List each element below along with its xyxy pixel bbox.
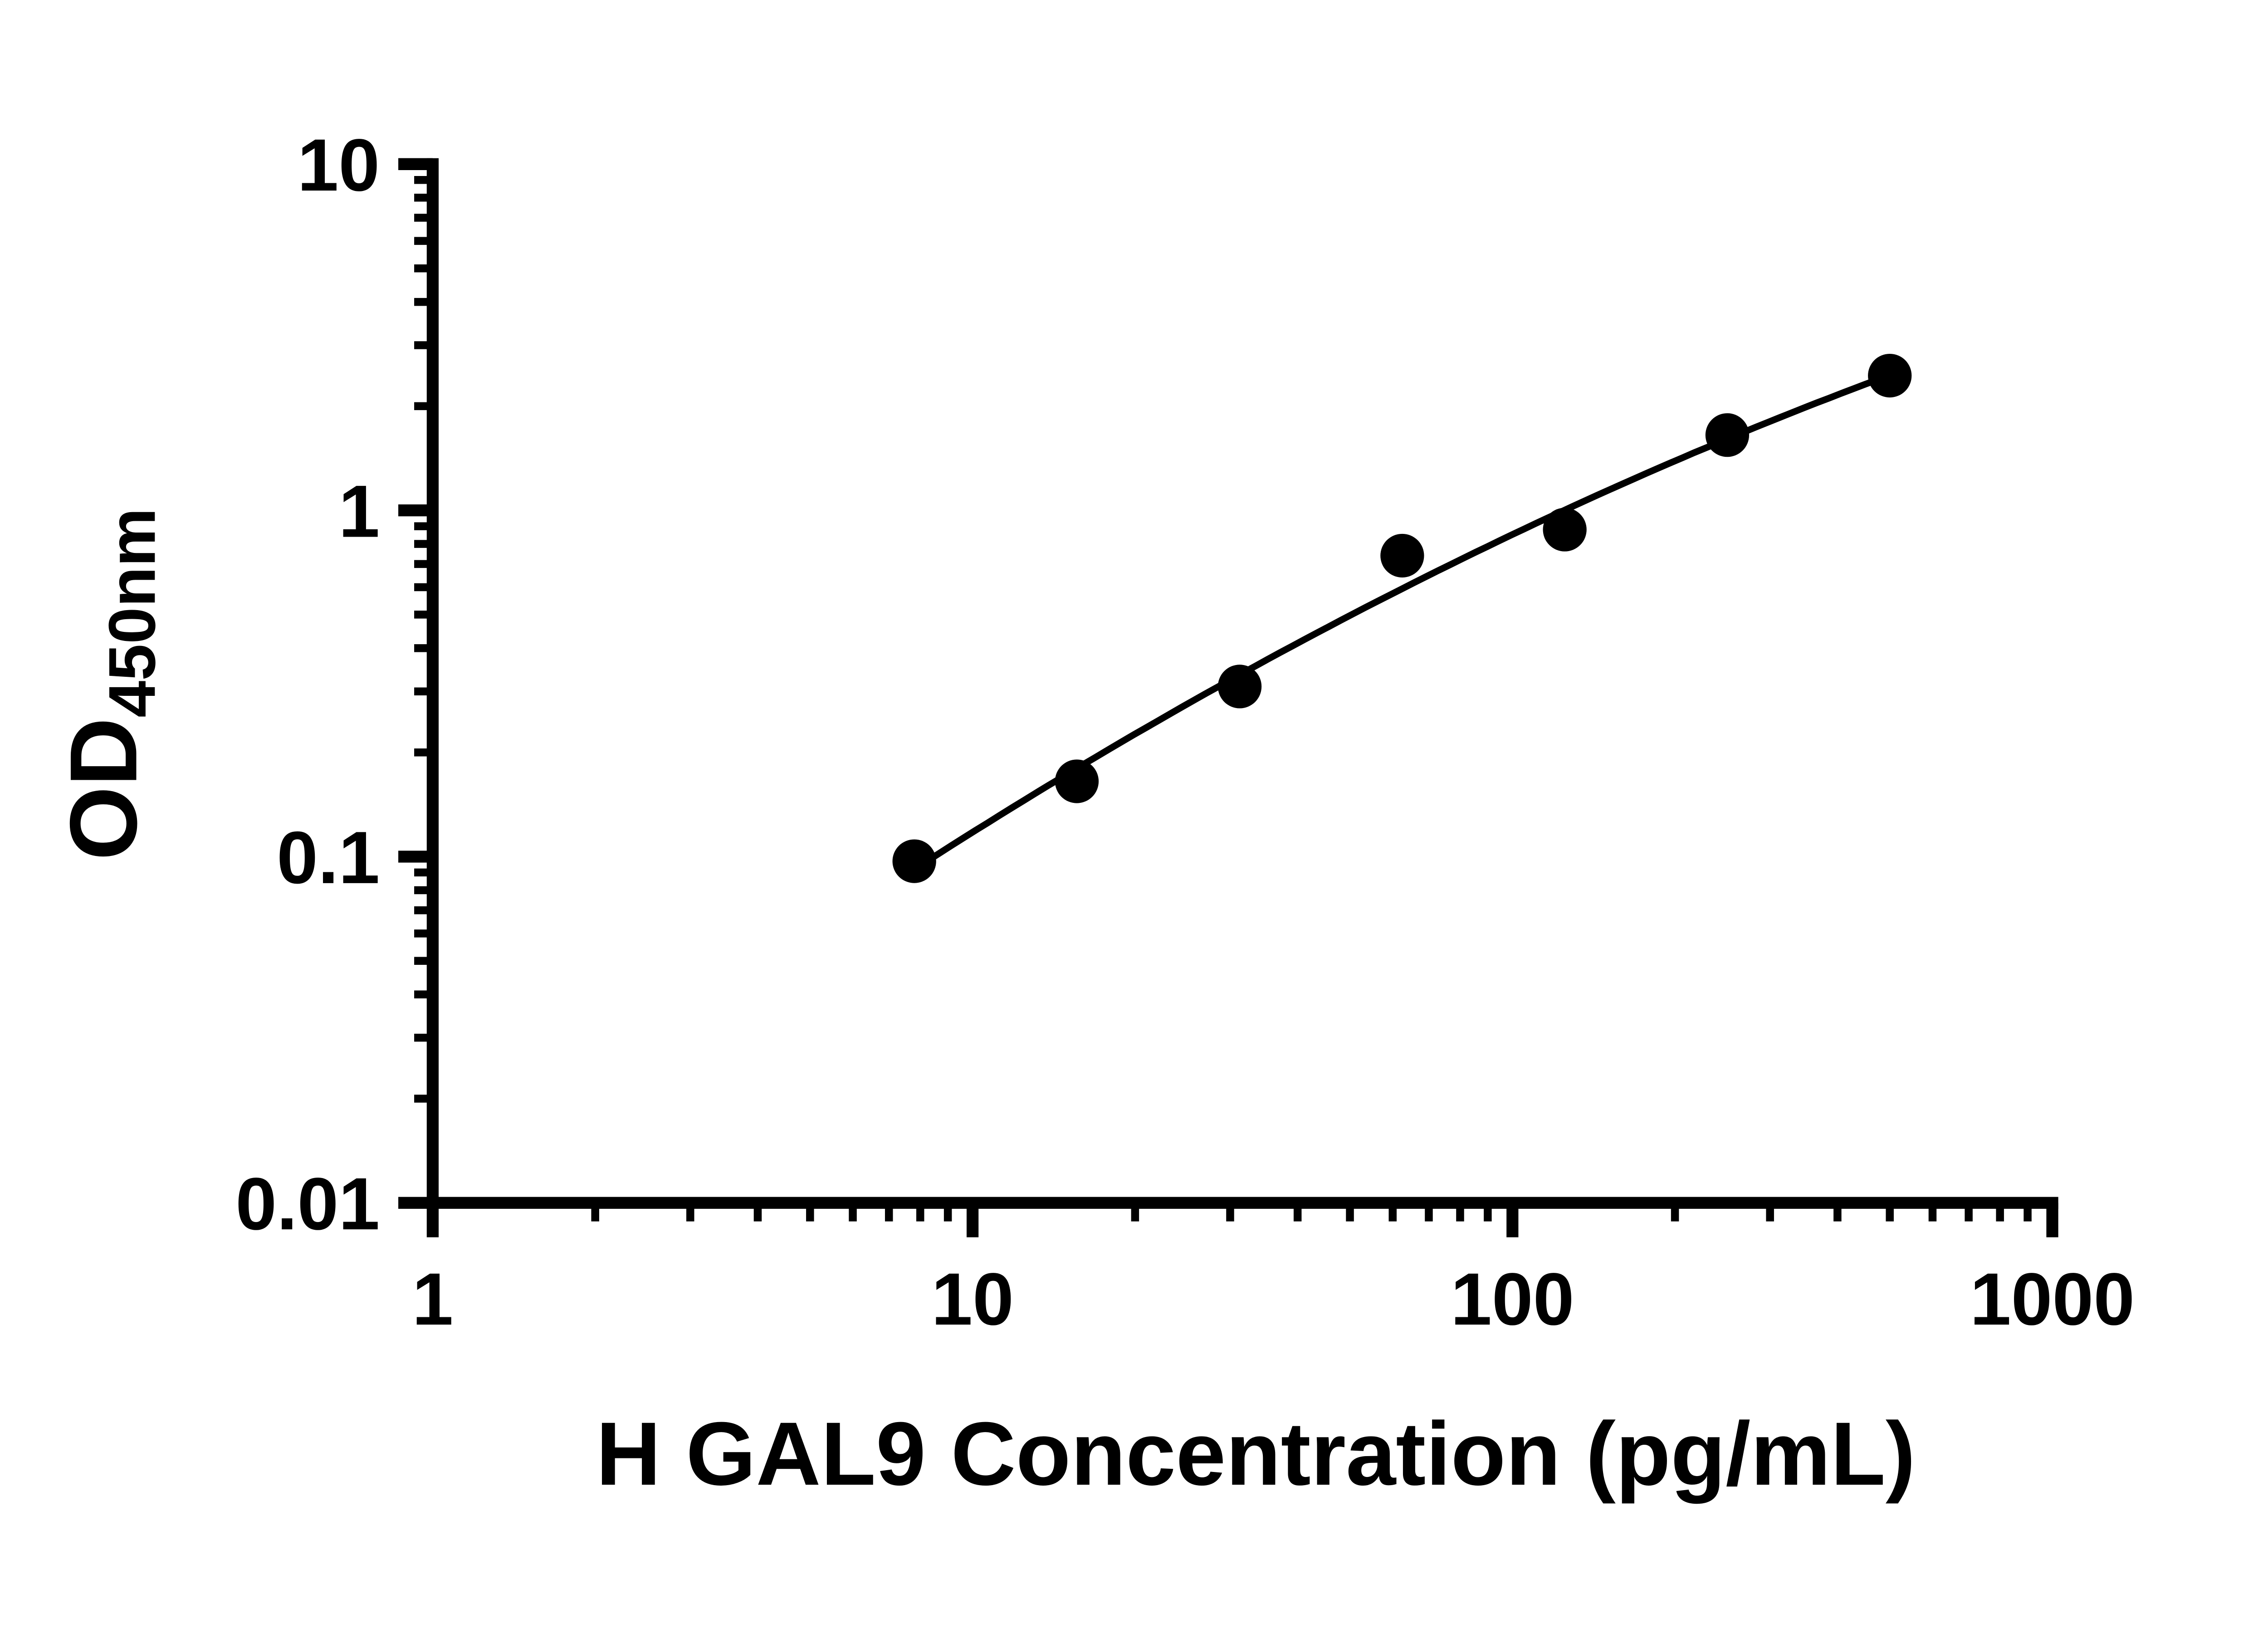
y-tick-label: 10 [298, 123, 380, 206]
x-tick-label: 10 [931, 1257, 1014, 1340]
data-point [1055, 759, 1099, 803]
y-axis-title: OD450nm [50, 508, 169, 861]
x-tick-label: 1000 [1970, 1257, 2135, 1340]
plot-area: 0.01 0.1 1 10 1 10 100 1000 [235, 123, 2135, 1340]
data-point [1868, 353, 1912, 398]
x-axis-title: H GAL9 Concentration (pg/mL) [596, 1403, 1916, 1504]
y-tick-label: 0.01 [235, 1162, 380, 1245]
y-axis-title-subscript: 450nm [95, 508, 169, 718]
data-point [1380, 533, 1424, 578]
y-tick-label: 1 [338, 469, 380, 552]
x-tick-label: 1 [412, 1257, 453, 1340]
data-point [892, 839, 936, 883]
y-tick-label: 0.1 [277, 816, 380, 899]
data-point [1705, 413, 1750, 457]
data-point [1217, 665, 1262, 709]
y-axis-title-main: OD [50, 718, 156, 861]
data-point [1543, 508, 1587, 552]
x-tick-label: 100 [1451, 1257, 1574, 1340]
